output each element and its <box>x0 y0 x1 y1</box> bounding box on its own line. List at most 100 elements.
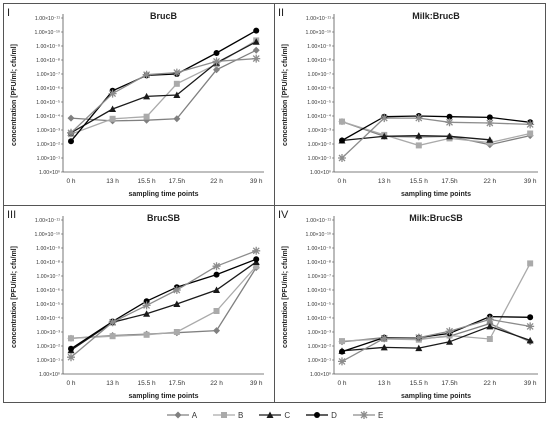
y-tick-label: 1.00×10⁻¹ <box>37 156 61 162</box>
legend-label: D <box>331 410 337 420</box>
point-C <box>415 344 423 352</box>
point-B <box>173 329 180 335</box>
y-tick-label: 1.00×10⁻⁷ <box>36 72 60 78</box>
x-tick-label: 39 h <box>250 380 263 387</box>
point-D <box>68 345 74 352</box>
point-A <box>252 46 260 54</box>
y-axis-label: concentration [PFU/ml; cfu/ml] <box>11 44 18 146</box>
point-C <box>213 286 221 293</box>
point-E <box>108 89 117 98</box>
panel-label: I <box>7 7 10 19</box>
legend-label: C <box>284 410 291 420</box>
point-B <box>143 113 150 120</box>
x-tick-label: 15.5 h <box>410 380 428 387</box>
point-E <box>252 246 261 255</box>
y-tick-label: 1.00×10⁻⁵ <box>36 100 60 106</box>
point-C <box>143 92 151 100</box>
point-D <box>68 138 74 145</box>
y-tick-label: 1.00×10⁻⁸ <box>307 58 331 64</box>
series-A <box>67 264 260 342</box>
series-C <box>338 322 534 354</box>
point-B <box>253 263 260 270</box>
y-tick-label: 1.00×10⁰ <box>39 372 60 378</box>
chart-title: Milk:BrucSB <box>409 213 463 223</box>
point-D <box>339 348 345 355</box>
point-C <box>415 132 423 139</box>
y-tick-label: 1.00×10⁻⁵ <box>36 302 60 308</box>
point-C <box>173 300 181 307</box>
legend-swatch <box>306 412 329 418</box>
x-tick-label: 15.5 h <box>410 178 428 185</box>
point-E <box>526 120 535 129</box>
legend-item-B: B <box>213 410 243 420</box>
point-C <box>526 336 534 344</box>
y-tick-label: 1.00×10⁻⁷ <box>36 274 60 280</box>
panel-IV: IV Milk:BrucSB 1.00×10⁰ 1.00×10⁻¹ 1.00×10⁻² 1… <box>278 209 538 400</box>
point-E <box>212 262 221 271</box>
y-tick-label: 1.00×10⁻⁹ <box>36 246 60 252</box>
x-tick-label: 22 h <box>484 178 497 185</box>
chart-title: BrucSB <box>147 213 181 223</box>
point-C <box>446 132 454 140</box>
x-axis-label: sampling time points <box>128 393 198 400</box>
point-D <box>213 50 220 56</box>
legend-swatch <box>352 411 375 419</box>
series-line-B <box>70 265 257 339</box>
x-tick-label: 0 h <box>66 178 75 185</box>
point-A <box>174 411 182 419</box>
series-E <box>338 315 535 366</box>
series-E <box>338 114 535 162</box>
point-D <box>527 314 534 321</box>
series-line-C <box>70 261 257 351</box>
legend-swatch <box>259 411 282 418</box>
y-tick-label: 1.00×10⁻⁹ <box>307 246 331 252</box>
y-tick-label: 1.00×10⁻¹ <box>37 358 61 364</box>
y-tick-label: 1.00×10⁻⁵ <box>307 100 331 106</box>
x-tick-label: 13 h <box>378 178 391 185</box>
y-axis-label: concentration [PFU/ml; cfu/ml] <box>282 44 289 146</box>
x-tick-label: 17.5h <box>169 380 186 387</box>
chart-title: BrucB <box>150 11 178 21</box>
series-C <box>67 258 260 354</box>
point-E <box>445 327 454 336</box>
point-B <box>68 335 74 342</box>
point-E <box>142 301 151 310</box>
y-tick-label: 1.00×10⁻³ <box>37 330 61 336</box>
point-C <box>380 343 388 351</box>
y-tick-label: 1.00×10⁻³ <box>308 128 332 134</box>
y-tick-label: 1.00×10⁻¹⁰ <box>306 30 331 36</box>
y-tick-label: 1.00×10⁻⁶ <box>307 86 331 92</box>
series-D <box>68 27 260 145</box>
point-E <box>252 54 261 63</box>
y-axis-label: concentration [PFU/ml; cfu/ml] <box>11 246 18 348</box>
y-tick-label: 1.00×10⁻⁶ <box>36 288 60 294</box>
legend-swatch <box>213 412 236 418</box>
y-tick-label: 1.00×10⁻¹⁰ <box>35 232 60 238</box>
y-axis-label: concentration [PFU/ml; cfu/ml] <box>282 246 289 348</box>
series-B <box>68 37 260 138</box>
y-tick-label: 1.00×10⁻² <box>308 142 332 148</box>
y-tick-label: 1.00×10⁻⁴ <box>307 316 331 322</box>
point-E <box>108 318 117 327</box>
x-tick-label: 13 h <box>106 178 119 185</box>
point-D <box>314 412 321 418</box>
series-A <box>338 320 534 346</box>
point-E <box>485 315 494 324</box>
series-B <box>68 263 260 342</box>
y-tick-label: 1.00×10⁰ <box>39 170 60 176</box>
point-E <box>380 114 389 123</box>
point-D <box>253 27 260 34</box>
point-C <box>173 91 181 98</box>
series-line-A <box>70 267 257 339</box>
y-tick-label: 1.00×10⁻⁵ <box>307 302 331 308</box>
y-tick-label: 1.00×10⁻⁹ <box>36 44 60 50</box>
point-B <box>173 80 180 87</box>
point-E <box>526 322 535 331</box>
point-E <box>142 70 151 79</box>
y-tick-label: 1.00×10⁻⁷ <box>307 72 331 78</box>
y-tick-label: 1.00×10⁻¹⁰ <box>35 30 60 36</box>
x-tick-label: 22 h <box>210 178 223 185</box>
chart-title: Milk:BrucB <box>412 11 460 21</box>
point-E <box>445 118 454 127</box>
